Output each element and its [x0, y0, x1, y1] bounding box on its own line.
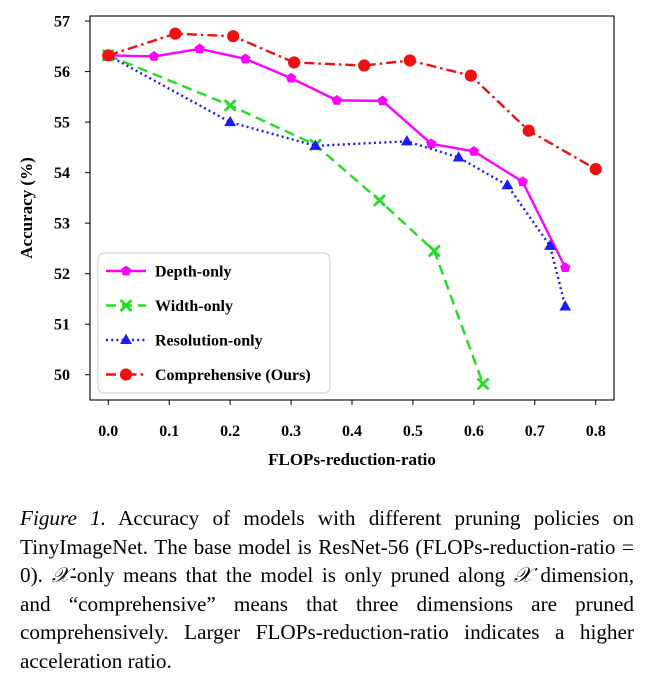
point-depth-only-7 [426, 138, 437, 149]
point-comprehensive-ours-5 [403, 54, 416, 67]
y-tick-label-0: 50 [54, 367, 70, 384]
point-resolution-only-3 [400, 135, 413, 146]
legend-label-depth-only: Depth-only [155, 264, 231, 281]
plot-area [102, 27, 602, 390]
y-tick-label-7: 57 [54, 14, 70, 31]
point-depth-only-10 [560, 262, 571, 272]
point-resolution-only-6 [544, 239, 556, 250]
series-line-comprehensive-ours [107, 32, 597, 171]
y-tick-label-5: 55 [54, 115, 70, 132]
x-tick-label-4: 0.4 [342, 423, 362, 440]
caption-text-3: dimension, and “comprehensive” means tha… [20, 563, 635, 673]
x-tick-label-0: 0.0 [98, 423, 118, 440]
point-depth-only-6 [377, 95, 388, 106]
x-tick-label-2: 0.2 [220, 423, 240, 440]
legend-box [97, 252, 331, 394]
point-depth-only-9 [517, 176, 528, 187]
legend: Depth-only Width-only Resolution-only Compr… [97, 252, 331, 394]
point-comprehensive-ours-7 [522, 124, 535, 137]
legend-label-width-only: Width-only [155, 298, 233, 315]
point-comprehensive-ours-4 [358, 59, 371, 72]
point-resolution-only-7 [559, 300, 572, 311]
legend-label-resolution-only: Resolution-only [155, 333, 263, 350]
legend-marker-resolution-only [120, 333, 132, 345]
legend-entry-depth-only: Depth-only [106, 264, 231, 281]
point-resolution-only-5 [501, 179, 514, 190]
y-axis-label: Accuracy (%) [17, 157, 36, 259]
y-tick-label-4: 54 [54, 165, 70, 182]
point-comprehensive-ours-2 [227, 30, 240, 43]
x-tick-label-6: 0.6 [464, 423, 484, 440]
legend-entry-comprehensive-ours: Comprehensive (Ours) [106, 367, 311, 384]
accuracy-line-chart: 0.0 0.1 0.2 0.3 0.4 0.5 0.6 0.7 0.8 50 51 52 53 54 55 5… [17, 14, 615, 469]
figure-caption: Figure 1. Accuracy of models with differ… [20, 504, 634, 675]
legend-marker-comprehensive-ours [119, 368, 133, 381]
point-comprehensive-ours-0 [102, 49, 115, 62]
x-tick-label-3: 0.3 [281, 423, 301, 440]
point-comprehensive-ours-1 [169, 27, 182, 40]
caption-symbol-x-1: 𝒳 [51, 562, 70, 587]
x-axis-label: FLOPs-reduction-ratio [268, 450, 436, 469]
x-tick-label-8: 0.8 [586, 423, 606, 440]
legend-marker-width-only [120, 299, 132, 312]
point-comprehensive-ours-6 [464, 69, 477, 82]
point-comprehensive-ours-3 [288, 56, 301, 69]
point-width-only-3 [373, 194, 386, 207]
x-tick-label-1: 0.1 [159, 423, 179, 440]
caption-text-1: Accuracy of models with different prunin… [20, 506, 634, 587]
x-tick-label-7: 0.7 [525, 423, 545, 440]
y-tick-label-3: 53 [54, 216, 70, 233]
legend-marker-depth-only [120, 265, 132, 276]
y-tick-label-2: 52 [54, 266, 70, 283]
series-line-depth-only [108, 47, 567, 269]
point-resolution-only-2 [309, 139, 322, 150]
y-tick-label-1: 51 [54, 317, 70, 334]
y-tick-label-6: 56 [54, 64, 70, 81]
point-width-only-5 [477, 377, 489, 390]
point-depth-only-1 [148, 51, 160, 61]
point-comprehensive-ours-8 [589, 162, 602, 176]
point-depth-only-5 [331, 94, 342, 105]
series-comprehensive-ours [102, 27, 602, 176]
point-depth-only-2 [194, 43, 205, 54]
point-width-only-4 [428, 244, 441, 257]
series-depth-only [103, 43, 571, 272]
caption-symbol-x-2: 𝒳 [513, 562, 532, 587]
point-resolution-only-4 [452, 151, 465, 162]
caption-text-2: -only means that the model is only prune… [69, 563, 514, 587]
legend-entry-width-only: Width-only [106, 298, 233, 315]
legend-label-comprehensive-ours: Comprehensive (Ours) [155, 367, 311, 384]
point-depth-only-3 [240, 53, 251, 64]
axes: 0.0 0.1 0.2 0.3 0.4 0.5 0.6 0.7 0.8 50 51 52 53 54 55 5… [17, 14, 615, 469]
point-resolution-only-1 [224, 115, 237, 127]
point-width-only-1 [224, 99, 237, 112]
caption-label: Figure 1. [20, 506, 107, 530]
legend-entry-resolution-only: Resolution-only [106, 333, 263, 350]
point-depth-only-4 [285, 72, 297, 83]
x-tick-label-5: 0.5 [403, 423, 423, 440]
point-depth-only-8 [468, 146, 479, 156]
series-line-width-only [107, 54, 485, 385]
